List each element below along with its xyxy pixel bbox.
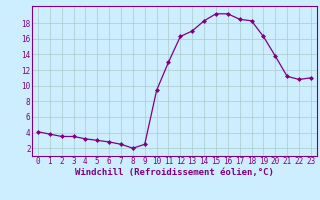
X-axis label: Windchill (Refroidissement éolien,°C): Windchill (Refroidissement éolien,°C) [75,168,274,177]
